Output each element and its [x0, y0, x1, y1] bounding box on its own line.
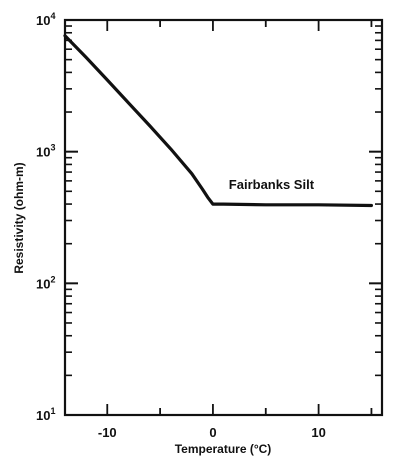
- x-tick-label: 10: [311, 425, 325, 440]
- y-tick-label: 101: [36, 406, 55, 423]
- y-tick-labels: 101 102 103 104: [36, 11, 55, 423]
- x-tick-labels: -10 0 10: [98, 425, 326, 440]
- x-tick-label: 0: [209, 425, 216, 440]
- series-label-fairbanks-silt: Fairbanks Silt: [229, 177, 315, 192]
- series-line-fairbanks-silt: [63, 34, 373, 208]
- ticks: [65, 20, 382, 416]
- y-tick-label: 104: [36, 11, 55, 28]
- y-tick-label: 102: [36, 274, 55, 291]
- y-tick-label: 103: [36, 143, 55, 160]
- y-axis-label: Resistivity (ohm-m): [12, 162, 26, 273]
- x-tick-label: -10: [98, 425, 117, 440]
- plot-frame: [63, 18, 384, 417]
- x-axis-label: Temperature (°C): [175, 442, 272, 456]
